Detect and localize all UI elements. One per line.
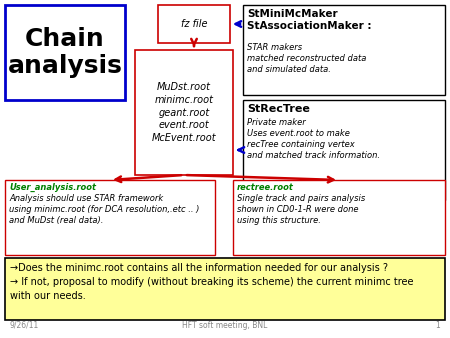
- Text: rectree.root: rectree.root: [237, 183, 294, 192]
- Text: Analysis should use STAR framework
using minimc.root (for DCA resolution,.etc ..: Analysis should use STAR framework using…: [9, 194, 199, 225]
- FancyBboxPatch shape: [243, 5, 445, 95]
- Text: StRecTree: StRecTree: [247, 104, 310, 114]
- FancyBboxPatch shape: [5, 258, 445, 320]
- Text: Private maker
Uses event.root to make
recTree containing vertex
and matched trac: Private maker Uses event.root to make re…: [247, 118, 380, 160]
- Text: STAR makers
matched reconstructed data
and simulated data.: STAR makers matched reconstructed data a…: [247, 43, 366, 74]
- Text: HFT soft meeting, BNL: HFT soft meeting, BNL: [182, 321, 268, 330]
- Text: MuDst.root
minimc.root
geant.root
event.root
McEvent.root: MuDst.root minimc.root geant.root event.…: [152, 82, 216, 143]
- FancyBboxPatch shape: [5, 180, 215, 255]
- Text: StMiniMcMaker
StAssociationMaker :: StMiniMcMaker StAssociationMaker :: [247, 9, 372, 31]
- Text: Single track and pairs analysis
shown in CD0-1-R were done
using this structure.: Single track and pairs analysis shown in…: [237, 194, 365, 225]
- Text: fz file: fz file: [181, 19, 207, 29]
- Text: 9/26/11: 9/26/11: [10, 321, 39, 330]
- FancyBboxPatch shape: [233, 180, 445, 255]
- Text: 1: 1: [435, 321, 440, 330]
- FancyBboxPatch shape: [5, 5, 125, 100]
- FancyBboxPatch shape: [135, 50, 233, 175]
- FancyBboxPatch shape: [158, 5, 230, 43]
- Text: User_analysis.root: User_analysis.root: [9, 183, 96, 192]
- Text: Chain
analysis: Chain analysis: [8, 27, 122, 78]
- FancyBboxPatch shape: [243, 100, 445, 200]
- Text: →Does the minimc.root contains all the information needed for our analysis ?
→ I: →Does the minimc.root contains all the i…: [10, 263, 414, 301]
